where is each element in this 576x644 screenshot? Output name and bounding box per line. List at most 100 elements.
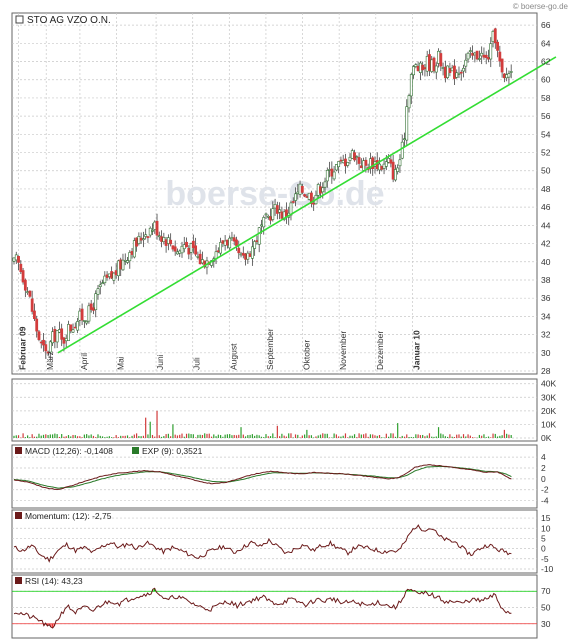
volume-bar xyxy=(331,437,333,438)
volume-bar xyxy=(353,434,356,438)
volume-bar xyxy=(422,434,424,438)
volume-bar xyxy=(433,436,435,438)
volume-bar xyxy=(158,435,160,438)
candle-body xyxy=(164,239,168,246)
candle-body xyxy=(384,161,388,167)
y-tick-label: 56 xyxy=(541,111,551,121)
candle-body xyxy=(378,163,381,171)
momentum-line xyxy=(13,524,512,563)
rsi-legend-label: RSI (14): 43,23 xyxy=(25,576,83,586)
candle-body xyxy=(28,290,32,297)
candle-body xyxy=(85,321,89,324)
y-tick-label: 52 xyxy=(541,148,551,158)
candle-body xyxy=(235,239,238,246)
candle-body xyxy=(198,253,202,265)
candle-body xyxy=(132,240,136,258)
volume-bar xyxy=(92,435,95,438)
volume-bar xyxy=(449,434,451,438)
volume-bar xyxy=(492,433,494,438)
candle-body xyxy=(89,303,93,310)
candle-body xyxy=(500,58,504,73)
y-tick-label: 50 xyxy=(541,603,551,613)
volume-bar xyxy=(392,433,394,438)
candle-body xyxy=(105,274,109,278)
volume-bar xyxy=(185,433,188,438)
candle-body xyxy=(260,224,263,227)
title-checkbox-icon[interactable] xyxy=(15,15,24,24)
source-credit[interactable]: © boerse-go.de xyxy=(513,2,569,11)
volume-bar xyxy=(378,435,381,438)
candle-body xyxy=(76,321,79,331)
month-label: Juni xyxy=(155,354,165,370)
y-tick-label: 0 xyxy=(541,544,546,554)
volume-bar xyxy=(510,435,512,438)
volume-bar xyxy=(108,436,110,438)
candle-body xyxy=(432,57,436,72)
volume-bar xyxy=(226,434,229,438)
macd-legend-label: MACD (12,26): -0,1408 xyxy=(25,446,113,456)
volume-bar xyxy=(192,434,194,438)
y-tick-label: 42 xyxy=(541,239,551,249)
volume-bar xyxy=(376,435,378,438)
volume-bar xyxy=(133,434,135,438)
y-tick-label: 5 xyxy=(541,533,546,543)
candle-body xyxy=(266,215,270,218)
candle-body xyxy=(468,50,472,52)
month-label: Dezember xyxy=(375,331,385,370)
candle-body xyxy=(305,196,309,198)
volume-bar xyxy=(310,435,313,438)
volume-bar xyxy=(51,434,54,438)
volume-bar xyxy=(217,434,219,438)
candle-body xyxy=(162,237,166,242)
candle-body xyxy=(323,181,327,188)
candle-body xyxy=(425,56,429,72)
candle-body xyxy=(135,237,138,247)
volume-bar xyxy=(347,437,349,438)
candle-body xyxy=(157,235,161,238)
candle-body xyxy=(339,159,343,162)
volume-bar xyxy=(381,437,383,438)
volume-bar xyxy=(183,436,185,438)
volume-bar xyxy=(401,435,403,438)
volume-bar xyxy=(292,437,294,438)
candle-body xyxy=(502,73,506,79)
candle-body xyxy=(269,216,272,221)
candle-body xyxy=(439,53,443,67)
volume-bar xyxy=(465,436,467,438)
volume-bar xyxy=(174,434,176,438)
month-label: Mai xyxy=(116,356,126,370)
volume-bar xyxy=(131,435,133,438)
volume-bar xyxy=(447,436,449,438)
y-tick-label: 38 xyxy=(541,275,551,285)
volume-bar xyxy=(344,433,347,438)
volume-bar xyxy=(408,436,410,438)
volume-bar xyxy=(181,433,183,438)
volume-bar xyxy=(322,433,324,438)
candle-body xyxy=(51,331,54,344)
y-tick-label: 32 xyxy=(541,330,551,340)
y-tick-label: 10K xyxy=(541,419,556,429)
volume-bar xyxy=(263,437,265,438)
volume-bar xyxy=(397,423,399,438)
volume-bar xyxy=(444,436,446,438)
candle-body xyxy=(46,351,50,354)
candle-body xyxy=(357,157,361,164)
candle-body xyxy=(219,242,222,254)
candle-body xyxy=(382,163,386,169)
volume-bar xyxy=(297,434,299,438)
volume-bar xyxy=(462,434,465,438)
candle-body xyxy=(160,236,163,242)
volume-bar xyxy=(111,437,113,438)
volume-bar xyxy=(90,434,92,438)
candle-body xyxy=(142,238,145,241)
candle-body xyxy=(391,161,395,180)
candle-body xyxy=(71,329,75,333)
volume-bar xyxy=(145,417,147,438)
volume-bar xyxy=(238,434,240,438)
candle-body xyxy=(80,308,84,321)
candle-body xyxy=(482,54,486,58)
volume-bar xyxy=(306,429,308,438)
candle-body xyxy=(407,95,411,109)
candle-body xyxy=(487,57,490,60)
volume-bar xyxy=(124,435,126,438)
